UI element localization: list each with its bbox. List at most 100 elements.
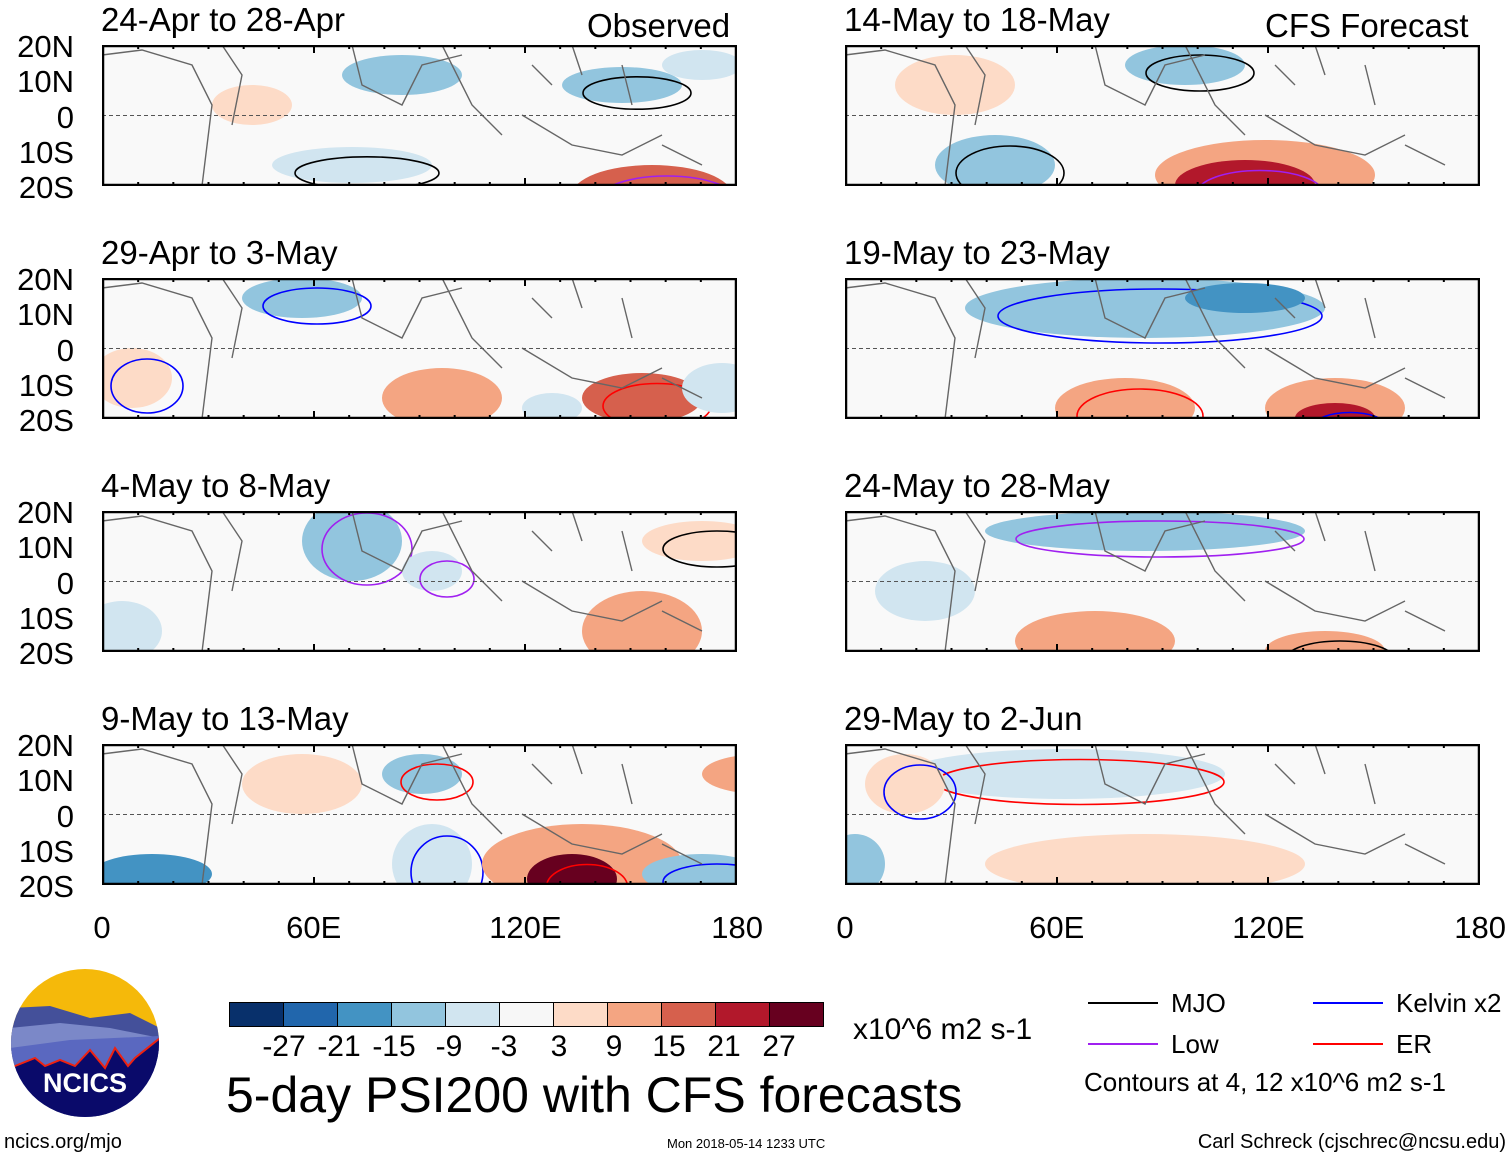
x-tick-label: 0: [836, 910, 854, 945]
y-tick-label: 10N: [17, 763, 74, 799]
anomaly-shading: [402, 551, 462, 591]
anomaly-shading: [575, 165, 729, 186]
anomaly-shading: [985, 834, 1305, 885]
coastline: [102, 278, 703, 419]
y-tick-label: 0: [56, 332, 74, 368]
wave-contour: [955, 145, 1065, 186]
footer-url[interactable]: ncics.org/mjo: [4, 1131, 122, 1153]
y-tick-label: 20S: [18, 636, 74, 671]
footer-timestamp: Mon 2018-05-14 1233 UTC: [667, 1136, 826, 1151]
colorbar-swatch: [716, 1003, 770, 1026]
panel-title: 24-Apr to 28-Apr: [101, 1, 345, 38]
coastline: [102, 511, 703, 652]
anomaly-shading: [562, 67, 682, 103]
x-tick-label: 120E: [1232, 910, 1305, 945]
y-tick-label: 10S: [18, 600, 74, 636]
anomaly-shading: [382, 368, 502, 419]
panel-title: 9-May to 13-May: [101, 700, 349, 737]
wave-contour: [110, 358, 184, 414]
anomaly-shading: [875, 561, 975, 621]
colorbar-swatch: [500, 1003, 554, 1026]
y-tick-label: 0: [56, 798, 74, 834]
legend-line: [1313, 1043, 1383, 1045]
anomaly-shading: [662, 50, 737, 80]
colorbar-tick-label: -27: [262, 1030, 306, 1063]
anomaly-shading: [102, 854, 212, 885]
wave-contour: [997, 288, 1323, 344]
wave-contour: [582, 75, 692, 111]
anomaly-shading: [682, 363, 737, 413]
colorbar-swatch: [392, 1003, 446, 1026]
y-tick-label: 20N: [17, 495, 74, 530]
wave-contour: [410, 835, 484, 885]
map-panel: [845, 278, 1480, 419]
legend-line: [1088, 1002, 1158, 1004]
anomaly-shading: [845, 834, 885, 885]
colorbar-units: x10^6 m2 s-1: [853, 1013, 1033, 1046]
y-tick-label: 20N: [17, 728, 74, 763]
panel-title: 24-May to 28-May: [844, 467, 1110, 504]
colorbar-tick-label: -15: [372, 1030, 416, 1063]
panel-title: 4-May to 8-May: [101, 467, 331, 504]
anomaly-shading: [1125, 45, 1245, 85]
map-panel: [102, 45, 737, 186]
colorbar-swatch: [446, 1003, 500, 1026]
colorbar-swatch: [608, 1003, 662, 1026]
anomaly-shading: [1015, 611, 1175, 652]
colorbar-swatch: [338, 1003, 392, 1026]
anomaly-shading: [242, 754, 362, 814]
wave-contour: [262, 287, 372, 325]
y-tick-label: 10N: [17, 530, 74, 566]
anomaly-shading: [1055, 378, 1195, 419]
map-panel: [102, 278, 737, 419]
logo-text: NCICS: [43, 1068, 127, 1098]
colorbar-tick-label: 3: [550, 1030, 568, 1063]
legend-line: [1088, 1043, 1158, 1045]
forecast-label: CFS Forecast: [1265, 7, 1469, 44]
panel-title: 14-May to 18-May: [844, 1, 1110, 38]
anomaly-shading: [242, 278, 362, 318]
panel-title: 29-May to 2-Jun: [844, 700, 1083, 737]
coastline: [845, 278, 1446, 419]
wave-contour: [400, 763, 474, 801]
map-panel: [845, 45, 1480, 186]
anomaly-shading: [102, 601, 162, 652]
anomaly-shading: [582, 591, 702, 652]
wave-contour: [609, 175, 725, 186]
y-tick-label: 0: [56, 99, 74, 135]
colorbar-swatch: [770, 1003, 823, 1026]
wave-contour: [1199, 169, 1321, 186]
panel-title: 29-Apr to 3-May: [101, 234, 338, 271]
anomaly-shading: [522, 393, 582, 419]
legend-label: Low: [1171, 1029, 1219, 1059]
colorbar-tick-label: 27: [762, 1030, 796, 1063]
y-tick-label: 20N: [17, 29, 74, 64]
map-panel: [845, 744, 1480, 885]
anomaly-shading: [985, 511, 1305, 551]
wave-contour: [294, 156, 440, 186]
x-tick-label: 60E: [286, 910, 342, 945]
contour-note: Contours at 4, 12 x10^6 m2 s-1: [1084, 1067, 1446, 1097]
x-tick-label: 60E: [1029, 910, 1085, 945]
wave-contour: [1317, 411, 1383, 419]
x-tick-label: 0: [93, 910, 111, 945]
wave-contour: [419, 560, 475, 598]
wave-contour: [883, 764, 957, 820]
y-tick-label: 10S: [18, 134, 74, 170]
wave-contour: [662, 863, 737, 885]
colorbar-tick-label: 15: [652, 1030, 686, 1063]
legend-label: Kelvin x2: [1396, 988, 1502, 1018]
colorbar-tick-label: -9: [435, 1030, 463, 1063]
anomaly-shading: [272, 147, 432, 183]
wave-contour: [545, 863, 629, 885]
wave-contour: [1015, 520, 1305, 558]
wave-contour: [1076, 388, 1204, 419]
colorbar-tick-label: -21: [317, 1030, 361, 1063]
ncics-logo: NCICS: [11, 969, 159, 1117]
observed-label: Observed: [587, 7, 731, 44]
anomaly-shading: [102, 348, 172, 408]
wave-contour: [1145, 54, 1255, 92]
colorbar-tick-label: 21: [707, 1030, 741, 1063]
anomaly-shading: [1185, 283, 1305, 313]
legend-label: MJO: [1171, 988, 1226, 1018]
